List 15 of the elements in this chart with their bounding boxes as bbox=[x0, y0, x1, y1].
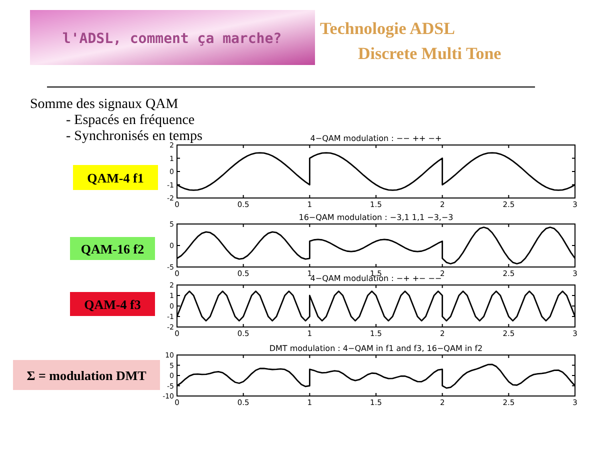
text: Discrete Multi Tone bbox=[358, 44, 502, 63]
chart-title: 4−QAM modulation : −− ++ −+ bbox=[310, 134, 442, 143]
text: QAM-16 f2 bbox=[80, 242, 144, 256]
text: - Synchronisés en temps bbox=[66, 129, 202, 144]
text: Σ = modulation DMT bbox=[26, 368, 147, 383]
text: Technologie ADSL bbox=[320, 19, 455, 38]
text: QAM-4 f1 bbox=[87, 170, 144, 186]
text: QAM-4 f3 bbox=[84, 297, 142, 312]
chart-title: 4−QAM modulation : −+ +− −− bbox=[310, 274, 442, 283]
text: l'ADSL, comment ça marche? bbox=[62, 31, 282, 47]
chart-title: 16−QAM modulation : −3,1 1,1 −3,−3 bbox=[298, 213, 454, 222]
text: - Espacés en fréquence bbox=[66, 113, 195, 128]
line-series bbox=[176, 226, 576, 264]
chart-title: DMT modulation : 4−QAM in f1 and f3, 16−QAM in f2 bbox=[269, 344, 483, 353]
text: Somme des signaux QAM bbox=[30, 97, 179, 112]
